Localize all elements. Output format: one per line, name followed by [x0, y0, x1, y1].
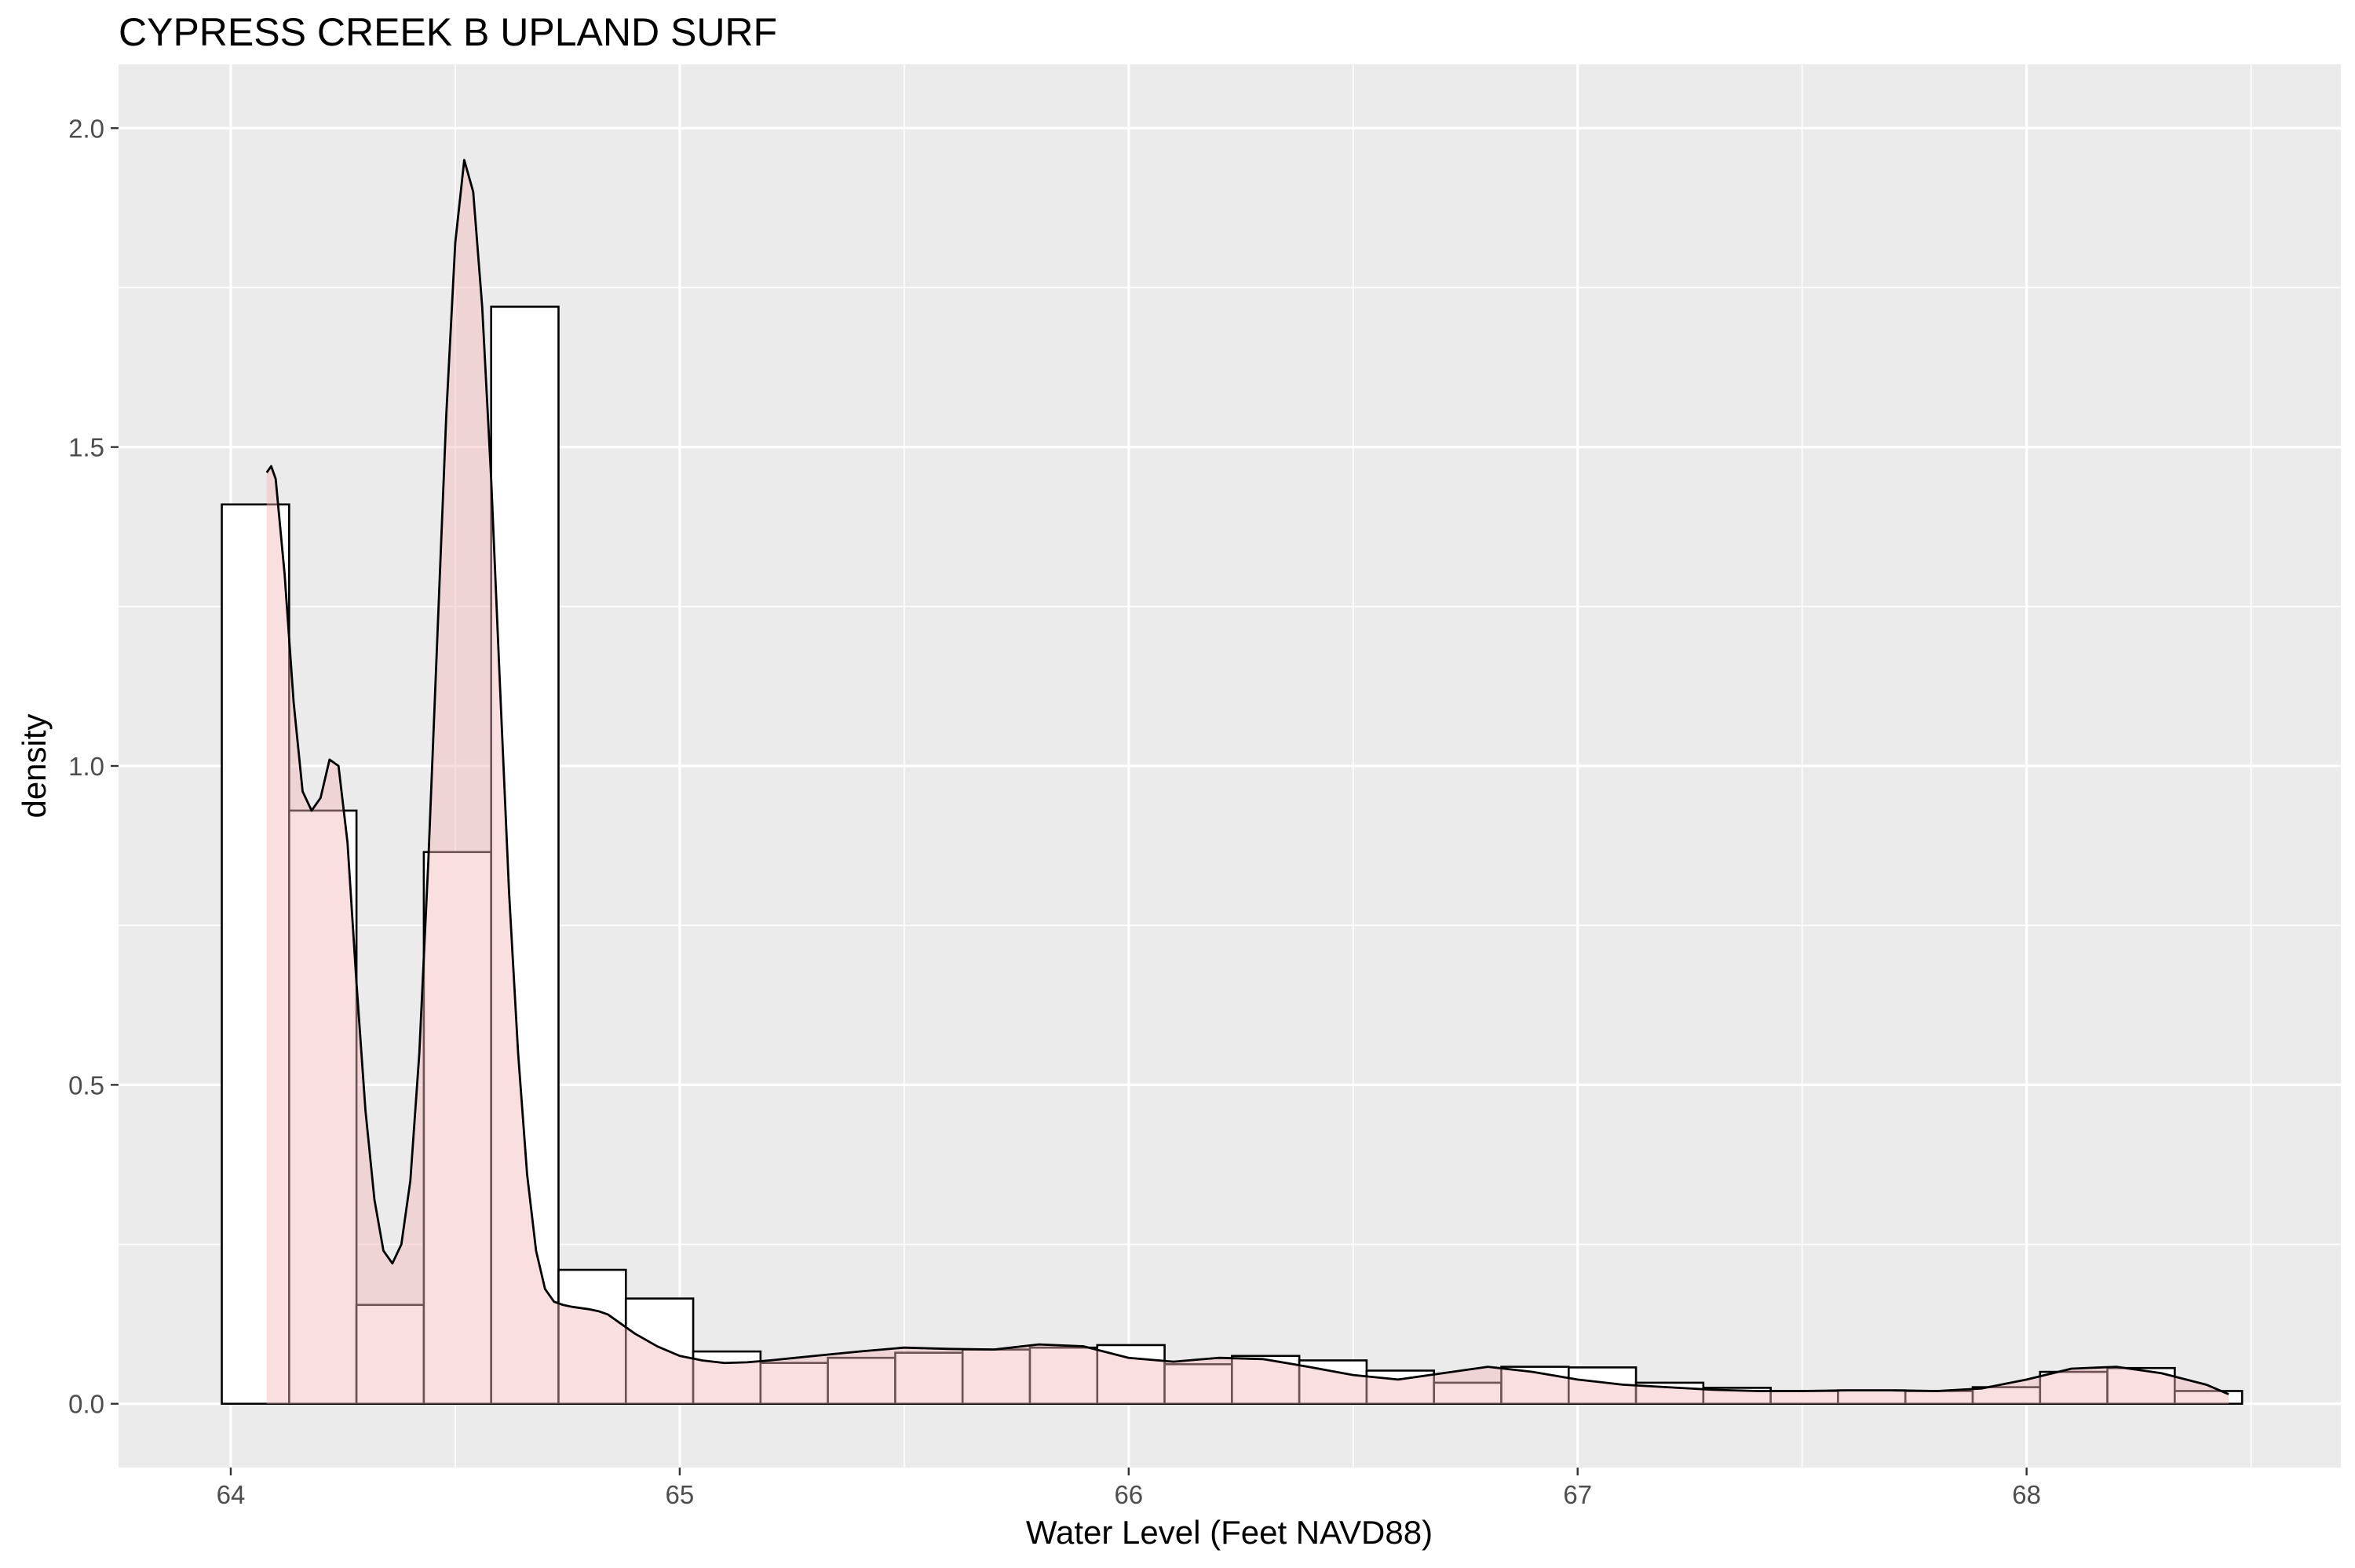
x-axis: 64 65 66 67 68: [217, 1468, 2041, 1509]
y-axis: 0.0 0.5 1.0 1.5 2.0: [68, 114, 119, 1419]
histogram-bar: [355, 1304, 425, 1406]
histogram-bar: [2039, 1370, 2109, 1406]
histogram-bar: [1433, 1381, 1502, 1406]
x-tick-label: 64: [217, 1480, 246, 1509]
histogram-bar: [961, 1348, 1031, 1406]
y-tick-label: 0.0: [68, 1390, 104, 1419]
histogram-bar: [1500, 1366, 1570, 1406]
y-tick-label: 2.0: [68, 114, 104, 143]
histogram-bar: [1028, 1346, 1099, 1406]
chart-title: CYPRESS CREEK B UPLAND SURF: [119, 10, 777, 54]
histogram-bar: [557, 1268, 627, 1406]
histogram-bar: [827, 1356, 896, 1406]
x-axis-title: Water Level (Feet NAVD88): [1026, 1514, 1433, 1551]
histogram-bar: [1096, 1344, 1166, 1406]
histogram-bar: [490, 305, 560, 1406]
y-axis-title: density: [16, 713, 53, 818]
histogram-bar: [288, 809, 358, 1406]
x-tick-label: 68: [2012, 1480, 2041, 1509]
density-curve: [265, 159, 2229, 1395]
y-tick-label: 1.0: [68, 752, 104, 781]
y-tick-label: 1.5: [68, 433, 104, 462]
y-tick-label: 0.5: [68, 1070, 104, 1099]
histogram-bar: [2174, 1390, 2244, 1406]
x-tick-label: 65: [666, 1480, 695, 1509]
x-tick-label: 66: [1114, 1480, 1143, 1509]
histogram-bar: [422, 851, 492, 1406]
histogram-bars: [221, 305, 2244, 1406]
histogram-bar: [1163, 1363, 1233, 1406]
histogram-bar: [2106, 1366, 2176, 1406]
density-layer: [265, 159, 2229, 1404]
x-tick-label: 67: [1563, 1480, 1592, 1509]
density-area: [266, 159, 2229, 1404]
histogram-bar: [624, 1297, 695, 1406]
histogram-bar: [221, 503, 290, 1406]
